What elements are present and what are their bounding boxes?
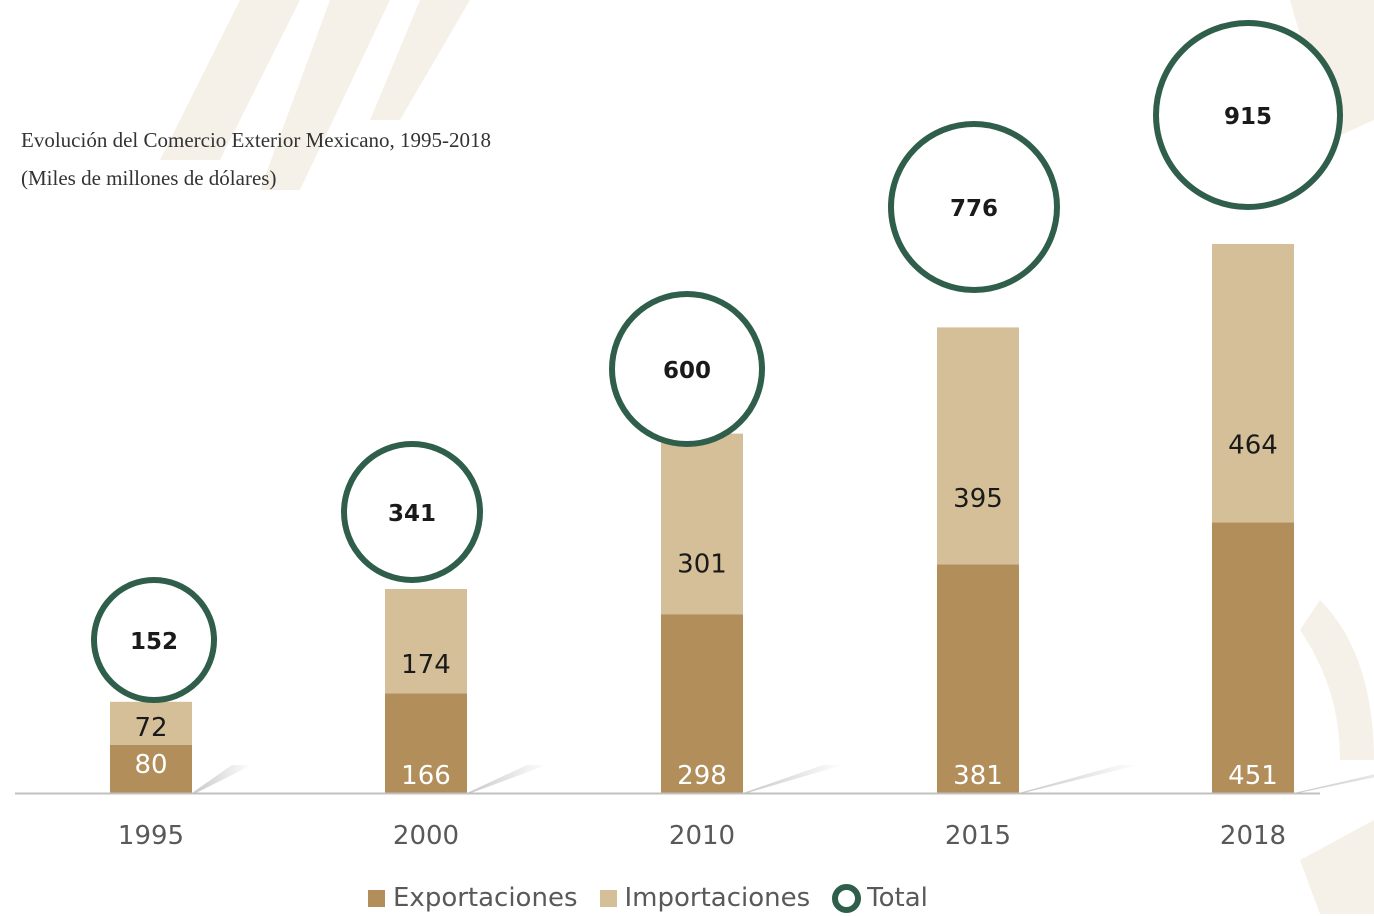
- bar-shadows: [192, 765, 1374, 793]
- data-label-importaciones-2000: 174: [401, 650, 451, 680]
- total-marker-2015[interactable]: [888, 121, 1060, 293]
- data-label-exportaciones-2000: 166: [401, 761, 451, 791]
- data-label-importaciones-1995: 72: [134, 713, 167, 743]
- total-label-1995: 152: [130, 629, 178, 655]
- data-label-exportaciones-2010: 298: [677, 761, 727, 791]
- total-ring-icon: [832, 883, 862, 913]
- chart-title: Evolución del Comercio Exterior Mexicano…: [21, 128, 492, 152]
- data-label-exportaciones-2015: 381: [953, 761, 1003, 791]
- legend-label-total: Total: [867, 883, 928, 913]
- legend-label-importaciones: Importaciones: [624, 883, 811, 913]
- total-markers: 152 341 600 776 915: [91, 20, 1343, 703]
- bar-exportaciones-2018[interactable]: [1212, 522, 1294, 793]
- exportaciones-swatch: [368, 889, 385, 907]
- legend-item-total[interactable]: Total: [832, 883, 928, 913]
- bar-importaciones-2018[interactable]: [1212, 244, 1294, 523]
- total-label-2018: 915: [1224, 104, 1272, 130]
- bar-shadow: [192, 765, 252, 793]
- bar-shadow: [1019, 765, 1139, 793]
- bar-exportaciones-2000[interactable]: [385, 693, 467, 793]
- chart-title-block: Evolución del Comercio Exterior Mexicano…: [21, 121, 491, 197]
- data-label-importaciones-2015: 395: [953, 484, 1003, 514]
- x-tick-label-2018: 2018: [1220, 821, 1286, 851]
- x-tick-label-1995: 1995: [118, 821, 184, 851]
- bar-shadow: [467, 765, 547, 793]
- legend: Exportaciones Importaciones Total: [368, 880, 950, 916]
- total-marker-2000[interactable]: [341, 441, 483, 583]
- bar-importaciones-2015[interactable]: [937, 327, 1019, 565]
- data-label-exportaciones-1995: 80: [134, 750, 167, 780]
- total-marker-1995[interactable]: [91, 577, 217, 703]
- x-tick-labels: 1995 2000 2010 2015 2018: [118, 821, 1286, 851]
- chart-subtitle: (Miles de millones de dólares): [21, 166, 277, 190]
- legend-label-exportaciones: Exportaciones: [393, 883, 578, 913]
- x-tick-label-2015: 2015: [945, 821, 1011, 851]
- importaciones-swatch: [599, 889, 617, 907]
- total-label-2000: 341: [388, 501, 436, 527]
- bar-exportaciones-2010[interactable]: [661, 614, 743, 793]
- bar-importaciones-2000[interactable]: [385, 589, 467, 694]
- bars: 80 72 166 174 298 301 381 395 451 464: [110, 244, 1294, 793]
- bar-exportaciones-2015[interactable]: [937, 564, 1019, 793]
- data-label-importaciones-2010: 301: [677, 550, 727, 580]
- bar-shadow: [743, 765, 843, 793]
- x-tick-label-2010: 2010: [669, 821, 735, 851]
- bar-shadow: [1294, 774, 1374, 793]
- bar-importaciones-1995[interactable]: [110, 701, 192, 745]
- legend-item-importaciones[interactable]: Importaciones: [599, 883, 811, 913]
- data-label-importaciones-2018: 464: [1228, 430, 1278, 460]
- total-marker-2010[interactable]: [609, 291, 765, 447]
- total-label-2015: 776: [950, 196, 998, 222]
- bar-exportaciones-1995[interactable]: [110, 745, 192, 793]
- total-label-2010: 600: [663, 358, 711, 384]
- x-tick-label-2000: 2000: [393, 821, 459, 851]
- data-label-exportaciones-2018: 451: [1228, 761, 1278, 791]
- legend-item-exportaciones[interactable]: Exportaciones: [368, 883, 578, 913]
- bar-importaciones-2010[interactable]: [661, 433, 743, 615]
- total-marker-2018[interactable]: [1153, 20, 1343, 210]
